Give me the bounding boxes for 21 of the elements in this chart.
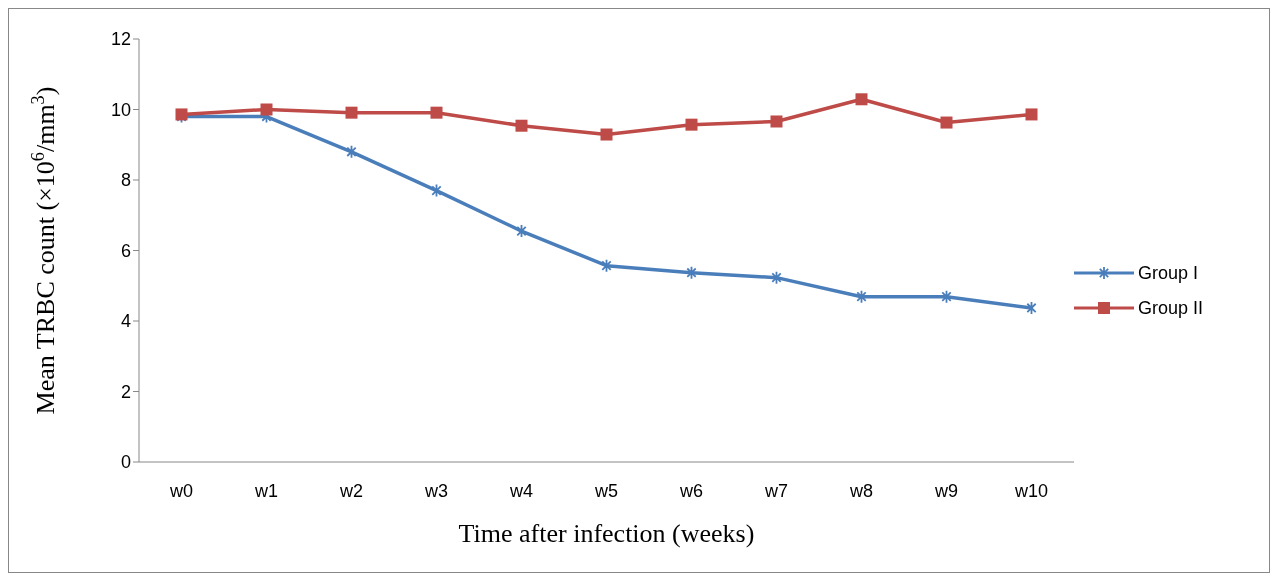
x-tick-label: w6 xyxy=(678,480,704,501)
x-tick-label: w3 xyxy=(423,480,449,501)
x-tick-label: w5 xyxy=(593,480,619,501)
y-tick-label: 12 xyxy=(110,29,131,50)
x-tick-label: w8 xyxy=(848,480,874,501)
legend-label: Group II xyxy=(1138,297,1204,319)
x-tick-label: w4 xyxy=(508,480,534,501)
x-tick-label: w9 xyxy=(933,480,959,501)
legend-label: Group I xyxy=(1138,262,1199,284)
y-tick-label: 10 xyxy=(110,99,131,120)
x-axis-title: Time after infection (weeks) xyxy=(458,519,755,548)
x-tick-label: w0 xyxy=(168,480,194,501)
x-tick-label: w1 xyxy=(253,480,279,501)
x-tick-label: w10 xyxy=(1013,480,1049,501)
x-tick-label: w2 xyxy=(338,480,364,501)
y-tick-label: 0 xyxy=(120,452,131,473)
x-tick-label: w7 xyxy=(763,480,789,501)
y-tick-label: 4 xyxy=(120,311,131,332)
y-tick-label: 2 xyxy=(120,381,131,402)
y-tick-label: 6 xyxy=(120,240,131,261)
y-tick-label: 8 xyxy=(120,170,131,191)
